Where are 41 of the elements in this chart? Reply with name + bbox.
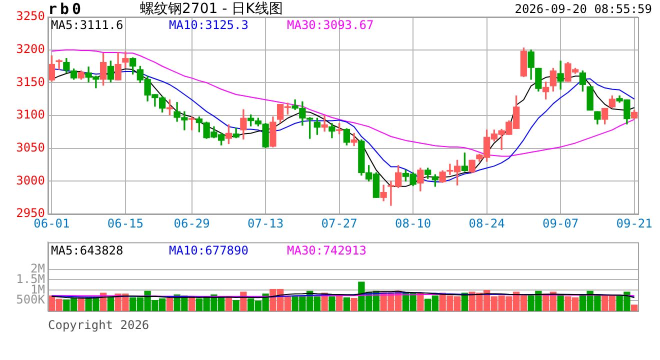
y-tick-label: 3000 (16, 173, 45, 188)
x-tick-label: 06-01 (34, 216, 70, 230)
x-tick-label: 06-15 (107, 216, 144, 230)
bar (630, 304, 638, 311)
x-tick-label: 06-29 (174, 216, 210, 230)
text: MA30:742913 (287, 243, 366, 258)
x-tick-label: 08-10 (395, 216, 432, 230)
text: MA30:3093.67 (287, 18, 374, 32)
y-tick-label: 3200 (16, 42, 45, 56)
text: MA5:643828 (51, 243, 124, 258)
bar (232, 300, 240, 311)
x-tick-label: 07-27 (321, 216, 358, 230)
y-tick-label: 3100 (16, 108, 45, 122)
bar (188, 297, 196, 311)
y-tick-label: 3050 (16, 140, 45, 154)
bar (166, 298, 174, 311)
text: MA10:3125.3 (169, 18, 248, 32)
x-tick-label: 07-13 (248, 216, 284, 230)
text: 2026-09-20 08:55:59 (514, 2, 652, 16)
bar (461, 292, 468, 311)
chart-title: rb0 (48, 0, 84, 18)
chart-subtitle: 螺纹钢2701 - 日K线图 (140, 0, 283, 18)
x-tick-label: 08-24 (468, 216, 505, 230)
bar (557, 294, 564, 311)
bar (336, 295, 343, 311)
bar (343, 297, 350, 311)
bar (107, 296, 114, 311)
y-tick-label: 3150 (16, 74, 45, 89)
text: MA5:3111.6 (51, 18, 124, 32)
text: Copyright 2026 (48, 318, 150, 332)
y-tick-label: 3250 (16, 9, 45, 24)
x-tick-label: 09-07 (542, 216, 579, 230)
candlestick (56, 59, 62, 70)
bar (350, 298, 358, 311)
bar (328, 296, 336, 311)
bar (240, 292, 247, 311)
text: MA10:677890 (169, 243, 248, 258)
bar (225, 296, 232, 311)
y-tick-label: 500K (16, 292, 46, 307)
x-tick-label: 09-21 (616, 216, 652, 230)
candlestick (321, 115, 328, 132)
